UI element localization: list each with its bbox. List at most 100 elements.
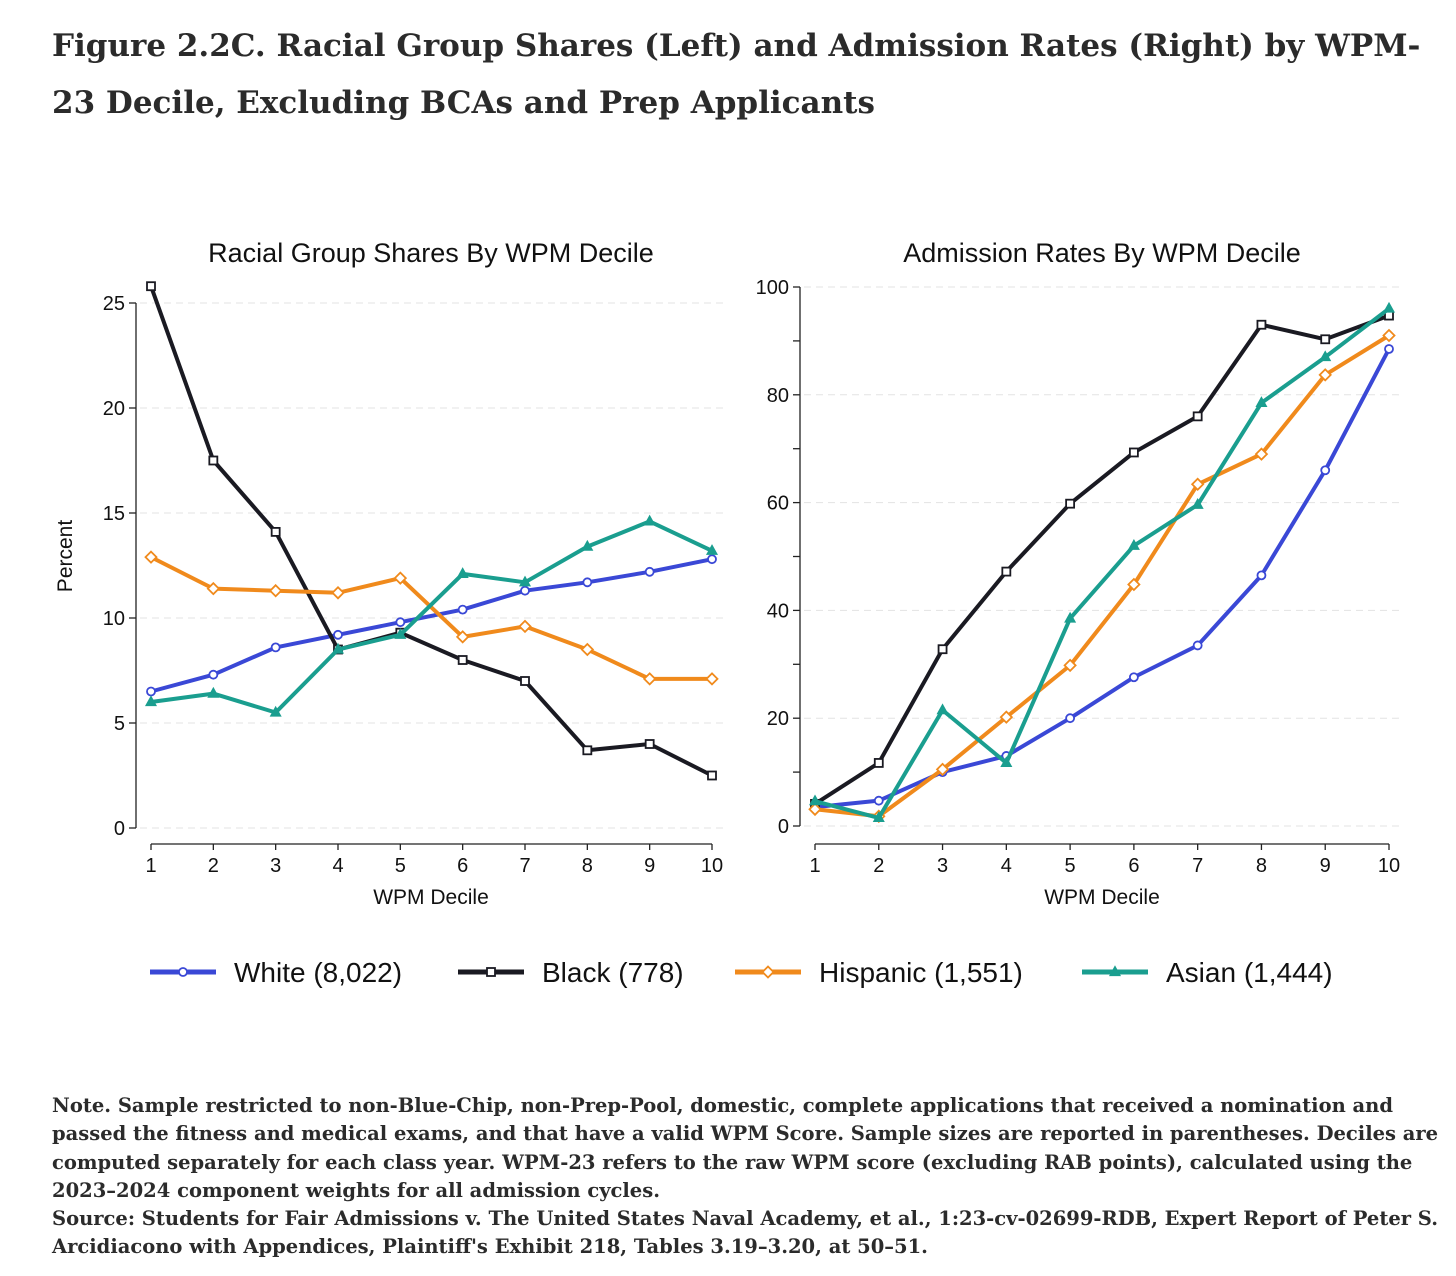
data-point [1065,498,1076,509]
y-tick-label: 100 [756,277,789,299]
data-point [269,705,282,717]
series-line [150,519,713,715]
data-point [518,575,532,587]
x-tick-label: 6 [1128,855,1139,877]
x-tick-label: 10 [701,855,723,877]
data-point [206,581,221,596]
data-point [333,629,343,640]
y-tick-label: 20 [767,708,789,730]
x-tick-label: 6 [457,855,468,877]
y-tick-label: 0 [778,816,789,838]
data-point [144,550,158,564]
x-tick-label: 7 [1192,855,1203,877]
data-point [1190,477,1205,492]
data-point [581,539,594,551]
x-tick-label: 4 [1001,855,1012,877]
series-square [810,310,1394,809]
data-point [456,567,469,578]
y-tick-label: 40 [767,600,789,622]
y-tick-label: 15 [103,503,125,525]
data-point [395,617,406,628]
x-tick-label: 3 [937,855,948,877]
series-diamond [808,328,1396,824]
x-axis-label: WPM Decile [373,886,489,909]
data-point [580,642,595,657]
legend-marker [761,965,775,979]
x-tick-label: 2 [208,855,219,877]
data-point [873,795,884,806]
series-line [814,348,1391,810]
data-point [1320,465,1331,476]
data-point [936,703,949,715]
chart-title: Racial Group Shares By WPM Decile [208,238,654,268]
data-point [394,628,407,639]
x-tick-label: 9 [1320,855,1331,877]
legend-label: White (8,022) [234,957,402,988]
data-point [1382,301,1396,313]
x-tick-label: 1 [145,855,156,877]
data-point [808,794,822,806]
data-point [873,758,884,768]
data-point [1320,334,1331,345]
chart-panel-2: 0 20 40 60 80 100 1 2 3 4 5 6 7 8 9 10 Admission Rates B… [756,238,1403,909]
series-circle [146,554,717,697]
legend-marker [486,967,496,977]
y-tick-label: 20 [103,398,125,420]
data-point [1065,713,1076,724]
y-tick-label: 80 [767,385,789,407]
legend-label: Black (778) [542,957,684,988]
legend-item: Hispanic (1,551) [735,957,1023,988]
data-point [455,630,470,644]
series-square [146,281,717,781]
data-point [1127,538,1140,550]
series-line [814,333,1391,819]
chart-title: Admission Rates By WPM Decile [903,238,1301,268]
y-tick-label: 60 [767,493,789,515]
y-tick-label: 5 [114,713,125,735]
x-tick-label: 10 [1378,855,1400,877]
data-point [935,762,950,777]
data-point [707,770,717,781]
x-tick-label: 4 [332,855,343,877]
data-point [1064,611,1077,623]
data-point [1191,498,1204,509]
legend-item: Asian (1,444) [1082,957,1333,988]
data-point [582,745,593,756]
data-point [457,655,468,665]
data-point [705,672,719,686]
data-point [705,544,719,555]
data-point [457,604,468,615]
data-point [1318,368,1332,382]
y-tick-label: 25 [103,293,125,315]
legend: White (8,022) Black (778) Hispanic (1,551)… [150,957,1333,988]
data-point [520,585,530,596]
data-point [208,669,219,680]
data-point [1192,411,1203,422]
source-text: Source: Students for Fair Admissions v. … [52,1207,1438,1259]
data-point [518,619,532,634]
x-tick-label: 8 [1256,855,1267,877]
data-point [1382,328,1396,343]
data-point [1128,672,1139,683]
series-line [150,557,713,694]
series-line [814,306,1391,820]
data-point [146,281,156,292]
legend-item: White (8,022) [150,957,402,988]
data-point [520,676,530,686]
y-tick-label: 0 [114,818,125,840]
figure-title: Figure 2.2C. Racial Group Shares (Left) … [52,28,1421,121]
data-point [146,686,156,697]
data-point [643,514,656,526]
data-point [642,672,657,686]
data-point [999,710,1014,724]
x-tick-label: 9 [644,855,655,877]
data-point [1127,577,1141,592]
data-point [270,527,281,537]
data-point [644,566,655,577]
note-text: Note. Sample restricted to non-Blue-Chip… [52,1094,1439,1202]
data-point [1256,570,1267,581]
data-point [1000,756,1013,768]
y-axis-label: Percent [54,520,77,593]
data-point [937,644,948,655]
series-circle [810,344,1394,813]
